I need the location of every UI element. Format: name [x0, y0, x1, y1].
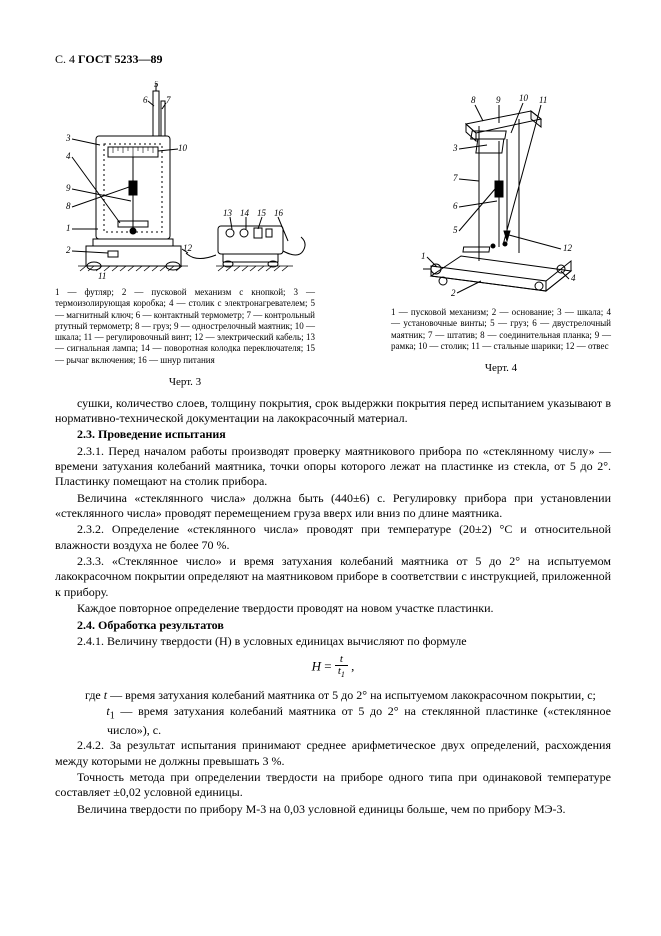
svg-text:3: 3 [65, 133, 71, 143]
figure-4-drawing: 8 9 10 11 3 7 6 5 1 2 12 4 [391, 81, 611, 301]
figures-row: 3 4 9 8 1 2 11 5 6 7 10 12 [55, 81, 611, 390]
svg-text:8: 8 [471, 95, 476, 105]
formula-fraction: t t1 [335, 654, 348, 679]
formula-tail: , [351, 659, 354, 674]
section-2-3-title: 2.3. Проведение испытания [77, 427, 226, 441]
para-2-3-1b: Величина «стеклянного числа» должна быть… [55, 491, 611, 522]
formula-eq: = [324, 659, 331, 674]
svg-text:4: 4 [66, 151, 71, 161]
svg-text:12: 12 [563, 243, 573, 253]
svg-text:10: 10 [178, 143, 188, 153]
svg-text:12: 12 [183, 243, 193, 253]
formula-den: t1 [335, 666, 348, 679]
svg-text:9: 9 [496, 95, 501, 105]
formula-num: t [335, 654, 348, 666]
svg-text:6: 6 [143, 95, 148, 105]
svg-text:13: 13 [223, 208, 233, 218]
figure-4: 8 9 10 11 3 7 6 5 1 2 12 4 1 — пуск [391, 81, 611, 376]
para-2-3-1: 2.3.1. Перед началом работы производят п… [55, 444, 611, 490]
body-text: сушки, количество слоев, толщину покрыти… [55, 396, 611, 818]
section-2-4-title: 2.4. Обработка результатов [77, 618, 224, 632]
figure-3-drawing: 3 4 9 8 1 2 11 5 6 7 10 12 [55, 81, 315, 281]
page-header: С. 4 ГОСТ 5233—89 [55, 52, 611, 67]
standard-code: ГОСТ 5233—89 [78, 52, 163, 66]
where-t1-text: время затухания колебаний маятника от 5 … [107, 704, 611, 737]
where-t: где t — время затухания колебаний маятни… [85, 688, 611, 703]
svg-text:9: 9 [66, 183, 71, 193]
page-number: С. 4 [55, 52, 75, 66]
svg-text:5: 5 [453, 225, 458, 235]
para-2-4-2: 2.4.2. За результат испытания принимают … [55, 738, 611, 769]
para-continuation: сушки, количество слоев, толщину покрыти… [55, 396, 611, 427]
figure-3-legend: 1 — футляр; 2 — пусковой механизм с кноп… [55, 287, 315, 366]
svg-text:6: 6 [453, 201, 458, 211]
figure-4-legend: 1 — пусковой механизм; 2 — основание; 3 … [391, 307, 611, 352]
svg-text:7: 7 [453, 173, 458, 183]
para-2-4-1-text: 2.4.1. Величину твердости (H) в условных… [77, 634, 467, 648]
para-2-3-3: 2.3.3. «Стеклянное число» и время затуха… [55, 554, 611, 600]
figure-4-caption: Черт. 4 [391, 362, 611, 376]
svg-text:2: 2 [66, 245, 71, 255]
formula-lhs: H [312, 659, 321, 674]
svg-text:10: 10 [519, 93, 529, 103]
where-t1: где t1 — время затухания колебаний маятн… [85, 704, 611, 739]
figure-3-caption: Черт. 3 [55, 376, 315, 390]
svg-text:3: 3 [452, 143, 458, 153]
svg-text:5: 5 [154, 81, 159, 89]
svg-text:14: 14 [240, 208, 250, 218]
where-intro: где [85, 688, 101, 702]
where-t-text: время затухания колебаний маятника от 5 … [125, 688, 596, 702]
formula-H: H = t t1 , [55, 655, 611, 680]
section-2-4: 2.4. Обработка результатов [55, 618, 611, 633]
svg-text:15: 15 [257, 208, 267, 218]
svg-text:16: 16 [274, 208, 284, 218]
svg-text:11: 11 [539, 95, 547, 105]
where-block: где t — время затухания колебаний маятни… [85, 688, 611, 738]
svg-text:4: 4 [571, 273, 576, 283]
section-2-3: 2.3. Проведение испытания [55, 427, 611, 442]
svg-text:1: 1 [421, 251, 426, 261]
para-accuracy: Точность метода при определении твердост… [55, 770, 611, 801]
para-2-3-2: 2.3.2. Определение «стеклянного числа» п… [55, 522, 611, 553]
para-2-3-3b: Каждое повторное определение твердости п… [55, 601, 611, 616]
figure-3: 3 4 9 8 1 2 11 5 6 7 10 12 [55, 81, 315, 390]
para-m3: Величина твердости по прибору М-3 на 0,0… [55, 802, 611, 817]
svg-text:2: 2 [451, 288, 456, 298]
svg-text:11: 11 [98, 271, 106, 281]
svg-text:8: 8 [66, 201, 71, 211]
svg-text:1: 1 [66, 223, 71, 233]
para-2-4-1: 2.4.1. Величину твердости (H) в условных… [55, 634, 611, 649]
svg-text:7: 7 [166, 95, 171, 105]
